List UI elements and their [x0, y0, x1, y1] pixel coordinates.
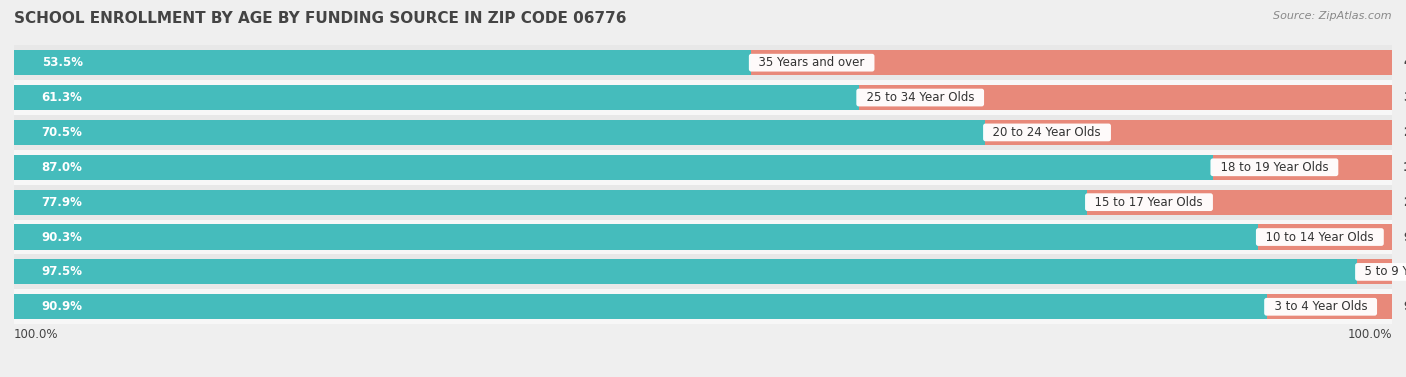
Text: 13.0%: 13.0% [1403, 161, 1406, 174]
Bar [14, 115, 1392, 150]
Text: 53.5%: 53.5% [42, 56, 83, 69]
Bar [14, 294, 1267, 319]
Bar [1358, 259, 1392, 285]
Bar [14, 80, 1392, 115]
Bar [14, 185, 1392, 219]
Text: 15 to 17 Year Olds: 15 to 17 Year Olds [1087, 196, 1211, 208]
Text: 61.3%: 61.3% [42, 91, 83, 104]
Text: 25 to 34 Year Olds: 25 to 34 Year Olds [859, 91, 981, 104]
Bar [14, 155, 1213, 180]
Text: 46.5%: 46.5% [1403, 56, 1406, 69]
Text: 22.1%: 22.1% [1403, 196, 1406, 208]
Bar [14, 219, 1392, 254]
Text: 9.1%: 9.1% [1403, 300, 1406, 313]
Bar [1258, 224, 1392, 250]
Bar [859, 85, 1392, 110]
Text: 9.7%: 9.7% [1403, 231, 1406, 244]
Text: 87.0%: 87.0% [42, 161, 83, 174]
Bar [14, 120, 986, 145]
Text: 90.9%: 90.9% [42, 300, 83, 313]
Bar [1213, 155, 1392, 180]
Text: 100.0%: 100.0% [1347, 328, 1392, 342]
Text: 29.5%: 29.5% [1403, 126, 1406, 139]
Text: 5 to 9 Year Old: 5 to 9 Year Old [1358, 265, 1406, 278]
Bar [14, 150, 1392, 185]
Bar [14, 50, 751, 75]
Bar [1087, 190, 1392, 215]
Text: SCHOOL ENROLLMENT BY AGE BY FUNDING SOURCE IN ZIP CODE 06776: SCHOOL ENROLLMENT BY AGE BY FUNDING SOUR… [14, 11, 627, 26]
Bar [751, 50, 1392, 75]
Bar [14, 45, 1392, 80]
Text: 35 Years and over: 35 Years and over [751, 56, 872, 69]
Text: 2.5%: 2.5% [1403, 265, 1406, 278]
Bar [14, 290, 1392, 324]
Text: 20 to 24 Year Olds: 20 to 24 Year Olds [986, 126, 1108, 139]
Text: 97.5%: 97.5% [42, 265, 83, 278]
Bar [14, 190, 1087, 215]
Legend: Public School, Private School: Public School, Private School [593, 374, 813, 377]
Bar [14, 224, 1258, 250]
Text: 3 to 4 Year Olds: 3 to 4 Year Olds [1267, 300, 1375, 313]
Bar [14, 254, 1392, 290]
Bar [14, 259, 1358, 285]
Text: 10 to 14 Year Olds: 10 to 14 Year Olds [1258, 231, 1382, 244]
Text: 18 to 19 Year Olds: 18 to 19 Year Olds [1213, 161, 1336, 174]
Bar [1267, 294, 1392, 319]
Text: 38.7%: 38.7% [1403, 91, 1406, 104]
Text: 90.3%: 90.3% [42, 231, 83, 244]
Bar [986, 120, 1392, 145]
Text: 100.0%: 100.0% [14, 328, 59, 342]
Text: Source: ZipAtlas.com: Source: ZipAtlas.com [1274, 11, 1392, 21]
Text: 77.9%: 77.9% [42, 196, 83, 208]
Bar [14, 85, 859, 110]
Text: 70.5%: 70.5% [42, 126, 83, 139]
